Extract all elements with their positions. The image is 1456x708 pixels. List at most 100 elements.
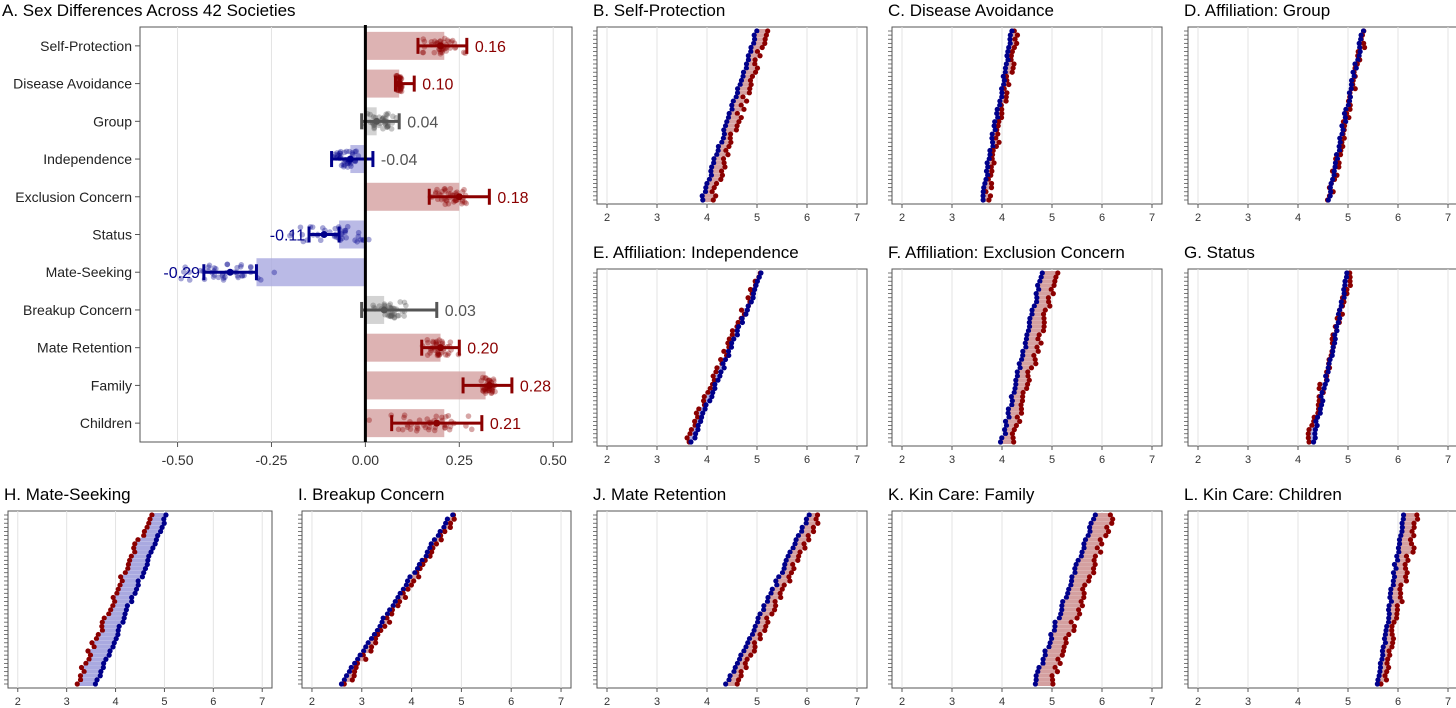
- society-point: [442, 188, 449, 194]
- gap-bar: [725, 682, 738, 686]
- men-point: [1001, 81, 1007, 88]
- men-point: [753, 282, 759, 288]
- gap-bar: [1393, 583, 1401, 588]
- women-point: [752, 69, 759, 75]
- gap-bar: [1019, 361, 1036, 366]
- women-point: [1362, 44, 1368, 51]
- gap-bar: [778, 574, 789, 579]
- gap-bar: [1071, 578, 1089, 583]
- men-point: [355, 656, 361, 662]
- society-point: [395, 74, 402, 81]
- men-point: [1012, 385, 1018, 392]
- gap-bar: [1309, 427, 1316, 432]
- men-point: [992, 119, 998, 125]
- men-point: [1332, 336, 1338, 342]
- men-point: [1002, 431, 1009, 437]
- men-point: [1039, 270, 1045, 276]
- men-point: [745, 57, 752, 63]
- gap-bar: [788, 554, 799, 559]
- men-point: [1394, 553, 1400, 559]
- society-point: [397, 88, 403, 94]
- women-point: [395, 603, 401, 609]
- men-point: [1046, 644, 1052, 650]
- men-point: [1350, 69, 1356, 75]
- gap-bar: [802, 525, 814, 530]
- bar: [256, 258, 366, 287]
- women-point: [714, 365, 720, 371]
- men-point: [1379, 648, 1386, 654]
- x-tick-label: 3: [949, 696, 955, 708]
- gap-bar: [77, 682, 96, 686]
- women-point: [1407, 537, 1414, 543]
- women-point: [998, 114, 1005, 121]
- panel-title: G. Status: [1184, 243, 1255, 262]
- men-point: [404, 578, 411, 584]
- men-point: [1318, 402, 1325, 408]
- women-point: [1035, 336, 1041, 342]
- society-point: [460, 49, 467, 56]
- men-point: [1091, 516, 1097, 522]
- society-point: [445, 350, 452, 357]
- society-point: [334, 150, 340, 156]
- women-point: [99, 623, 105, 629]
- gap-bar: [1025, 345, 1038, 350]
- women-point: [757, 631, 763, 638]
- women-point: [1411, 520, 1417, 526]
- society-point: [213, 265, 219, 272]
- society-point: [420, 49, 427, 56]
- value-label: -0.11: [270, 228, 305, 245]
- gap-bar: [1022, 349, 1039, 354]
- gap-bar: [1078, 558, 1095, 563]
- gap-bar: [1036, 291, 1054, 296]
- gap-bar: [737, 90, 750, 95]
- gap-bar: [1388, 620, 1395, 625]
- men-point: [692, 431, 699, 437]
- women-point: [112, 598, 118, 605]
- women-point: [1081, 594, 1087, 601]
- men-point: [1332, 160, 1339, 166]
- society-point: [436, 351, 443, 358]
- men-point: [97, 673, 103, 679]
- men-point: [1380, 652, 1386, 658]
- men-point: [94, 677, 100, 683]
- gap-bar: [1074, 566, 1094, 571]
- men-point: [1396, 549, 1402, 555]
- men-point: [1317, 410, 1323, 416]
- women-point: [1041, 319, 1047, 326]
- society-point: [247, 263, 254, 270]
- men-point: [734, 332, 740, 338]
- women-point: [738, 669, 744, 675]
- gap-bar: [84, 669, 101, 674]
- x-tick-label: 3: [654, 454, 660, 466]
- women-point: [1050, 291, 1056, 297]
- gap-bar: [1083, 541, 1102, 546]
- society-point: [395, 87, 402, 94]
- women-point: [713, 180, 720, 187]
- women-point: [1390, 640, 1396, 646]
- men-point: [161, 516, 167, 522]
- society-point: [387, 313, 394, 319]
- society-point: [393, 114, 400, 121]
- men-point: [1376, 673, 1382, 679]
- gap-bar: [382, 620, 390, 625]
- gap-bar: [710, 169, 722, 174]
- gap-bar: [1385, 632, 1393, 637]
- women-point: [734, 110, 740, 117]
- society-point: [480, 386, 487, 392]
- women-point: [744, 656, 750, 662]
- women-point: [696, 406, 702, 412]
- women-point: [721, 160, 727, 166]
- women-point: [1011, 61, 1017, 67]
- category-label: Children: [80, 415, 132, 431]
- men-point: [785, 553, 791, 559]
- society-point: [389, 312, 395, 319]
- men-point: [1088, 520, 1094, 526]
- x-tick-label: 2: [899, 696, 905, 708]
- women-point: [718, 168, 725, 174]
- gap-bar: [148, 521, 165, 526]
- gap-bar: [1071, 574, 1090, 579]
- society-point: [414, 425, 421, 432]
- society-point: [342, 229, 348, 235]
- men-point: [731, 336, 737, 342]
